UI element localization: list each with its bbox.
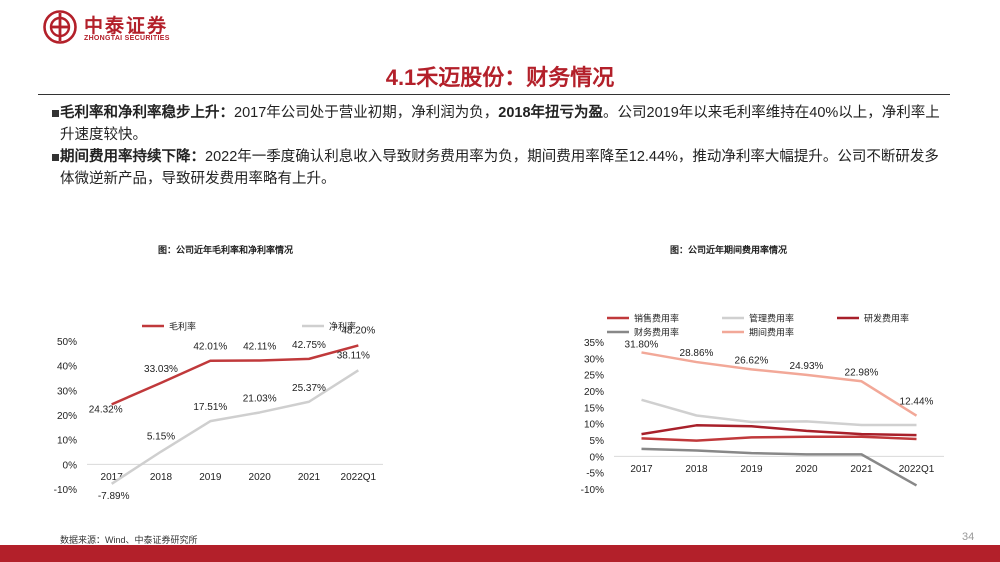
chart-title-expense: 图：公司近年期间费用率情况 [670,245,788,255]
y-tick-label: 10% [57,436,77,447]
data-label: 42.11% [243,341,276,352]
x-tick-label: 2017 [101,472,124,483]
page-number: 34 [962,531,975,543]
y-tick-label: -10% [54,485,77,496]
bullet-bold-text: 2018年扭亏为盈 [498,105,604,121]
logo-text-cn: 中泰证券 [84,16,169,37]
bullet-square-icon [52,154,59,161]
y-tick-label: 35% [584,338,604,349]
bullet-lead: 期间费用率持续下降： [60,149,205,165]
series-line-销售费用率 [641,435,917,442]
y-tick-label: 0% [590,452,605,463]
data-source-footnote: 数据来源：Wind、中泰证券研究所 [60,535,198,545]
y-tick-label: 25% [584,371,604,382]
legend-label-期间费用率: 期间费用率 [749,327,794,338]
margin-chart: 50% 40% 30% 20% 10% 0% -10% 2017 2018 2019 2020 202… [54,321,383,502]
y-tick-label: 15% [584,403,604,414]
bullet-text: 。公司2019年以来毛利率维持在40%以上，净利率上升速度较快。 [60,105,940,143]
x-tick-label: 2021 [298,472,321,483]
series-line-研发费用率 [641,424,917,437]
legend-label-研发费用率: 研发费用率 [864,313,909,324]
series-line-期间费用率 [641,351,918,417]
data-label: 28.86% [680,348,714,359]
data-label: 48.20% [341,325,375,336]
title-divider [38,94,950,95]
data-label: 38.11% [337,350,370,361]
x-tick-label: 2019 [199,472,222,483]
expense-ratio-chart: 35% 30% 25% 20% 15% 10% 5% 0% -5% -10% 2017 2018 201… [581,313,944,496]
footer-bar [0,545,1000,562]
y-tick-label: 20% [57,411,77,422]
data-label: 25.37% [292,383,326,394]
logo-text-en: ZHONGTAI SECURITIES [84,35,170,42]
x-tick-label: 2017 [630,464,653,475]
bullet-gross-margin: 毛利率和净利率稳步上升：2017年公司处于营业初期，净利润为负，2018年扭亏为… [52,102,940,146]
y-tick-label: 40% [57,362,77,373]
data-label: 21.03% [243,393,277,404]
x-tick-label: 2018 [685,464,708,475]
x-tick-label: 2019 [740,464,763,475]
x-tick-label: 2018 [150,472,173,483]
legend-label-净利率: 净利率 [329,321,356,332]
data-label: 17.51% [193,402,227,413]
data-label: 42.75% [292,340,326,351]
y-tick-label: 0% [63,460,78,471]
data-label: 12.44% [900,397,934,408]
series-line-净利率 [110,369,360,485]
bullet-text: 2017年公司处于营业初期，净利润为负， [234,105,499,121]
y-tick-label: 30% [584,354,604,365]
y-tick-label: 50% [57,337,77,348]
data-label: 22.98% [845,367,879,378]
bullet-square-icon [52,110,59,117]
y-tick-label: 30% [57,386,77,397]
x-tick-label: 2021 [850,464,873,475]
bullet-text: 2022年一季度确认利息收入导致财务费用率为负，期间费用率降至12.44%，推动… [60,149,939,187]
page-title: 4.1禾迈股份：财务情况 [385,65,615,90]
x-tick-label: 2022Q1 [899,464,935,475]
legend-label-毛利率: 毛利率 [169,321,196,332]
y-tick-label: 10% [584,420,604,431]
data-label: 24.93% [790,361,824,372]
data-label: 5.15% [147,432,175,443]
data-label: -7.89% [98,491,130,502]
series-line-财务费用率 [641,447,918,487]
data-label: 42.01% [193,342,227,353]
data-label: 26.62% [735,355,769,366]
data-label: 24.32% [89,404,123,415]
x-tick-label: 2020 [795,464,818,475]
series-line-毛利率 [111,344,359,406]
y-tick-label: -5% [586,469,604,480]
x-tick-label: 2022Q1 [341,472,377,483]
chart-title-margin: 图：公司近年毛利率和净利率情况 [158,245,294,255]
bullet-lead: 毛利率和净利率稳步上升： [60,105,234,121]
legend-label-管理费用率: 管理费用率 [749,313,794,324]
y-tick-label: 20% [584,387,604,398]
data-label: 33.03% [144,364,178,375]
series-line-管理费用率 [641,398,917,427]
legend-label-财务费用率: 财务费用率 [634,327,679,338]
x-tick-label: 2020 [249,472,272,483]
y-tick-label: -10% [581,485,604,496]
zhongtai-logo-icon [43,10,77,44]
y-tick-label: 5% [590,436,605,447]
bullet-expense-ratio: 期间费用率持续下降：2022年一季度确认利息收入导致财务费用率为负，期间费用率降… [52,146,940,190]
data-label: 31.80% [625,339,659,350]
legend-label-销售费用率: 销售费用率 [634,313,679,324]
